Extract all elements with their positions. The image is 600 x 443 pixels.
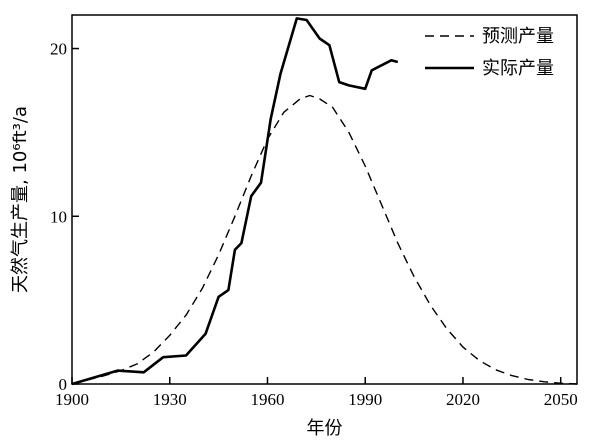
legend-label-forecast: 预测产量 xyxy=(482,26,554,47)
actual-series-line xyxy=(71,17,399,386)
legend-label-actual: 实际产量 xyxy=(482,58,554,79)
y-axis-label: 天然气生产量, 10⁶ft³/a xyxy=(10,106,31,293)
x-axis-label: 年份 xyxy=(307,418,343,439)
y-tick-label: 10 xyxy=(50,207,67,226)
plot-frame xyxy=(71,14,578,385)
series-layer xyxy=(71,17,578,386)
x-tick-label: 1990 xyxy=(348,390,382,409)
x-tick-label: 2050 xyxy=(544,390,578,409)
y-tick-label: 20 xyxy=(50,40,67,59)
x-tick-label: 1960 xyxy=(250,390,284,409)
legend: 预测产量 实际产量 xyxy=(425,26,554,79)
x-tick-label: 1900 xyxy=(55,390,89,409)
forecast-series-line xyxy=(71,94,578,385)
axis-ticks: 1900 1930 1960 1990 2020 2050 0 10 20 xyxy=(50,40,578,409)
x-tick-label: 2020 xyxy=(446,390,480,409)
x-tick-label: 1930 xyxy=(153,390,187,409)
y-tick-label: 0 xyxy=(59,375,68,394)
